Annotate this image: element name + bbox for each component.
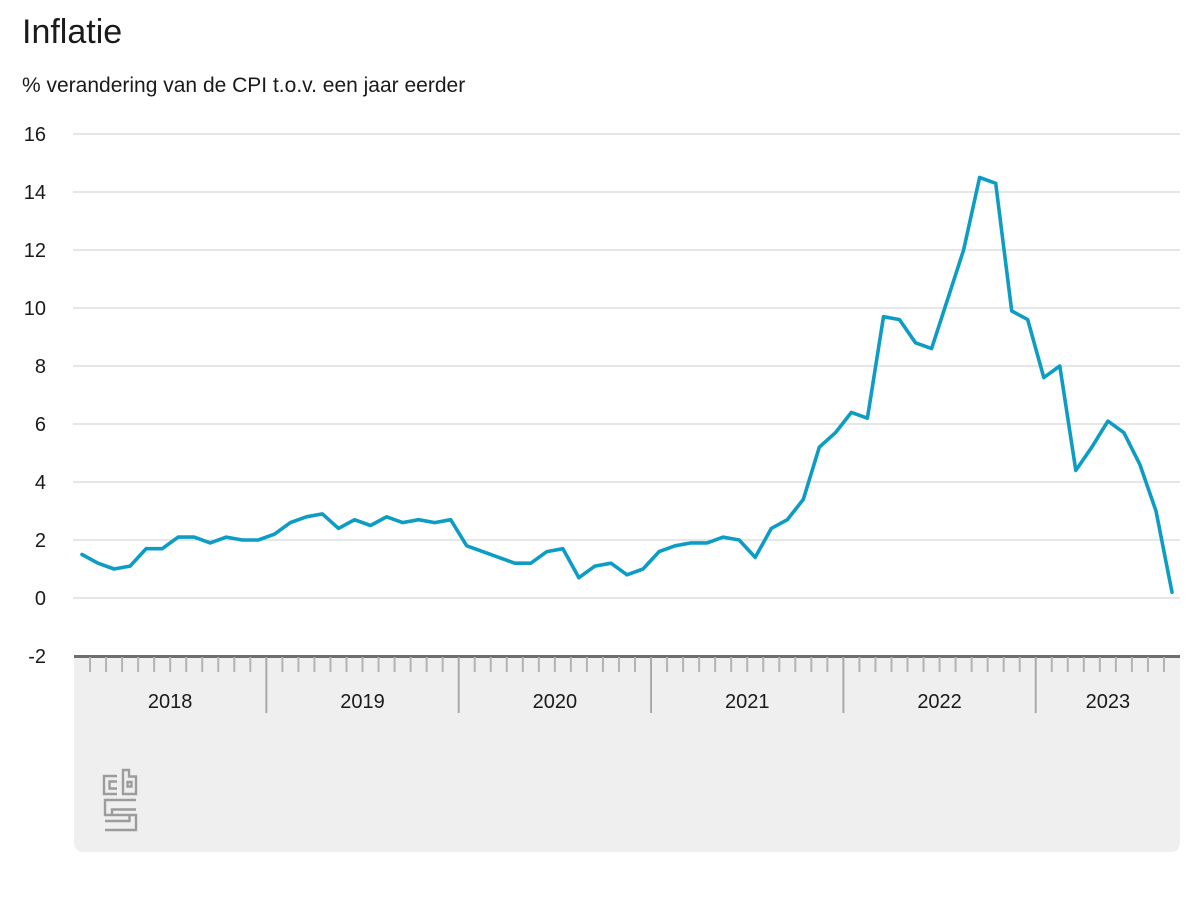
x-axis-year-label: 2022 <box>917 691 962 713</box>
y-axis-label: 14 <box>24 182 46 204</box>
chart-title: Inflatie <box>22 13 123 51</box>
cbs-logo-b <box>121 768 138 796</box>
y-axis-label: 2 <box>35 530 46 552</box>
cbs-logo-s <box>103 798 138 832</box>
inflation-line <box>80 175 1174 595</box>
x-axis-band <box>74 655 1180 852</box>
y-axis-label: 8 <box>35 356 46 378</box>
x-axis-year-label: 2020 <box>533 691 578 713</box>
y-axis-label: 12 <box>24 240 46 262</box>
x-axis-year-label: 2019 <box>340 691 385 713</box>
y-axis-label: 16 <box>24 124 46 146</box>
cbs-logo-icon <box>102 768 138 832</box>
y-axis-label: 10 <box>24 298 46 320</box>
x-axis-year-label: 2023 <box>1086 691 1131 713</box>
chart-subtitle: % verandering van de CPI t.o.v. een jaar… <box>22 74 466 97</box>
chart-layer: 16 14 12 10 8 6 4 2 0 -2 2018 2019 2020 2021 2022 2023 <box>24 124 1180 852</box>
y-axis-label: 0 <box>35 588 46 610</box>
x-axis-year-label: 2018 <box>148 691 193 713</box>
y-axis-label: 4 <box>35 472 46 494</box>
y-axis-label: -2 <box>28 646 46 668</box>
y-axis-label: 6 <box>35 414 46 436</box>
cbs-logo-c <box>102 774 117 796</box>
x-axis-year-label: 2021 <box>725 691 770 713</box>
